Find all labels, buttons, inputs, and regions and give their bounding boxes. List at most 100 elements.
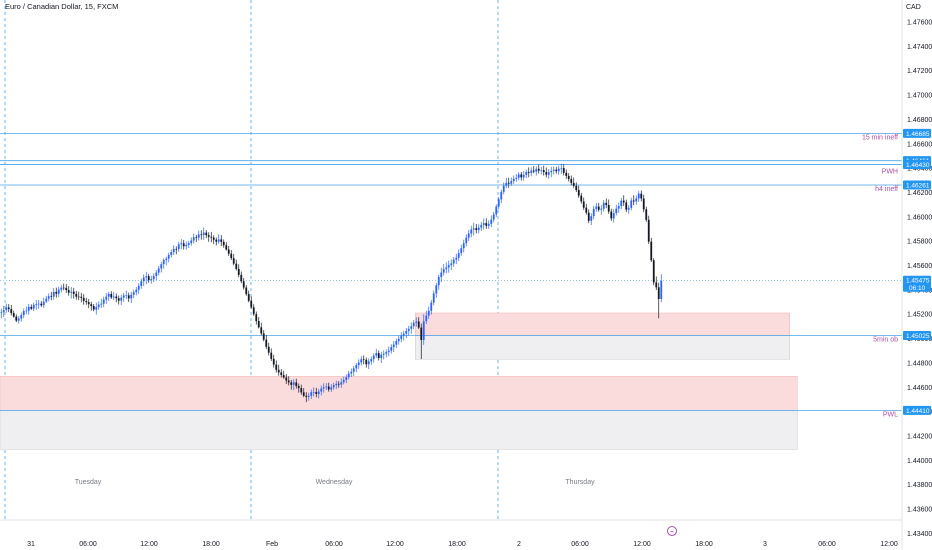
candle-body	[197, 234, 200, 238]
candle-body	[385, 352, 388, 354]
candle-body	[475, 228, 478, 231]
candle-body	[652, 260, 655, 283]
candle-body	[617, 206, 620, 209]
candle-body	[530, 170, 533, 173]
candle-body	[597, 206, 600, 210]
candle-body	[152, 275, 155, 280]
candle-body	[145, 276, 148, 278]
price-tick-label: 1.43600	[907, 507, 932, 514]
candle-body	[447, 265, 450, 268]
candle-body	[547, 172, 550, 175]
candle-body	[0, 312, 3, 313]
candle-body	[265, 339, 268, 347]
candle-body	[55, 291, 58, 294]
candle-body	[140, 281, 143, 286]
candle-body	[552, 169, 555, 171]
candle-body	[97, 304, 100, 308]
candle-body	[347, 373, 350, 378]
candle-body	[352, 368, 355, 372]
time-tick-label: 06:00	[325, 541, 343, 548]
candle-body	[112, 296, 115, 298]
candle-body	[657, 287, 660, 299]
candle-body	[545, 172, 548, 175]
price-tick-label: 1.45200	[907, 312, 932, 319]
candle-body	[315, 391, 318, 394]
candle-body	[227, 249, 230, 254]
candle-body	[377, 353, 380, 359]
candle-body	[360, 359, 363, 363]
supply-zone-red[interactable]	[0, 376, 798, 411]
candle-body	[222, 241, 225, 246]
candle-body	[642, 198, 645, 210]
candle-body	[637, 193, 640, 199]
candle-body	[612, 213, 615, 219]
candle-body	[382, 353, 385, 355]
candle-body	[610, 211, 613, 219]
candle-body	[392, 344, 395, 348]
candle-body	[217, 239, 220, 242]
time-tick-label: 2	[517, 541, 521, 548]
candle-body	[582, 201, 585, 208]
time-tick-label: 3	[763, 541, 767, 548]
candle-body	[422, 321, 425, 341]
candle-body	[107, 293, 110, 297]
time-tick-label: 06:00	[79, 541, 97, 548]
candle-body	[210, 236, 213, 238]
candle-body	[565, 172, 568, 176]
candle-body	[430, 302, 433, 311]
candle-body	[102, 299, 105, 304]
candle-body	[205, 232, 208, 236]
time-tick-label: Feb	[266, 541, 278, 548]
candle-body	[325, 386, 328, 388]
candle-body	[372, 355, 375, 360]
candle-body	[207, 235, 210, 237]
level-label: 15 min ineff	[862, 134, 898, 141]
candle-body	[72, 291, 75, 294]
candle-body	[277, 369, 280, 373]
candle-body	[12, 313, 15, 317]
candle-body	[100, 303, 103, 305]
time-tick-label: 12:00	[880, 541, 898, 548]
zone-grey[interactable]	[415, 335, 790, 360]
goto-realtime-icon[interactable]: ⌁	[667, 526, 677, 536]
supply-zone-red[interactable]	[415, 312, 790, 336]
candle-body	[440, 272, 443, 278]
candle-body	[172, 248, 175, 253]
price-tick-label: 1.47200	[907, 68, 932, 75]
candle-body	[460, 248, 463, 254]
candle-body	[595, 206, 598, 209]
zone-grey[interactable]	[0, 410, 798, 450]
candle-body	[150, 279, 153, 281]
candle-body	[250, 300, 253, 308]
candle-body	[450, 263, 453, 266]
candle-body	[390, 347, 393, 351]
candle-body	[195, 237, 198, 238]
candle-body	[32, 304, 35, 309]
candle-body	[432, 293, 435, 303]
candle-body	[262, 333, 265, 340]
candle-body	[252, 307, 255, 315]
candle-body	[142, 277, 145, 282]
candle-body	[562, 168, 565, 173]
candle-body	[7, 307, 10, 310]
candle-body	[407, 328, 410, 331]
candle-body	[267, 346, 270, 353]
candle-body	[387, 350, 390, 353]
current-price-text: 1.45475	[906, 278, 930, 285]
candle-body	[602, 202, 605, 209]
candle-body	[337, 383, 340, 385]
candle-body	[495, 206, 498, 215]
currency-label: CAD	[906, 4, 921, 11]
svg-text:⌁: ⌁	[670, 530, 674, 536]
candle-body	[472, 228, 475, 230]
candle-body	[60, 287, 63, 290]
candle-body	[22, 311, 25, 316]
time-tick-label: 06:00	[818, 541, 836, 548]
candle-body	[350, 371, 353, 374]
candle-body	[620, 200, 623, 207]
candle-body	[297, 386, 300, 389]
candle-body	[272, 358, 275, 365]
candle-body	[497, 199, 500, 207]
candle-body	[645, 209, 648, 220]
candle-body	[290, 382, 293, 385]
